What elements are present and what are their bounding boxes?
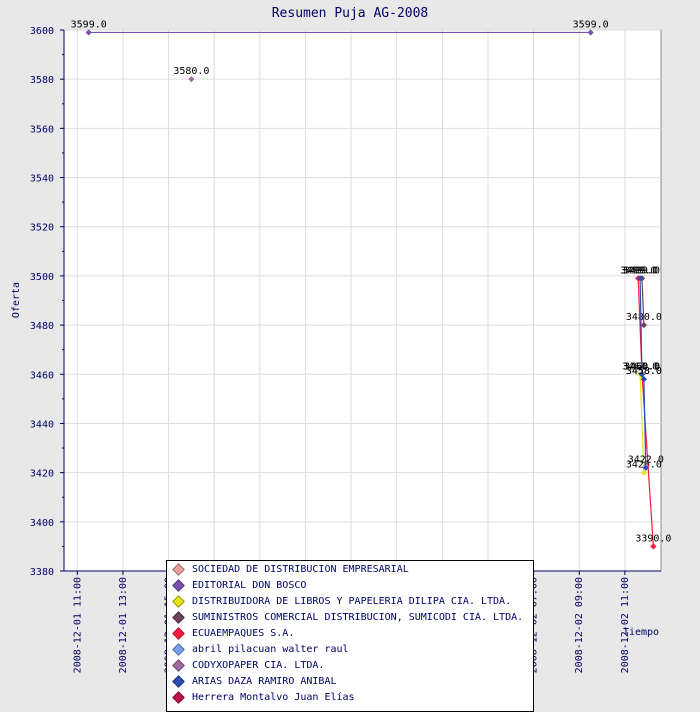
legend-item: DISTRIBUIDORA DE LIBROS Y PAPELERIA DILI… [167,593,533,609]
y-axis-label: Oferta [11,282,22,318]
legend-marker-icon [173,564,183,574]
legend-label: ARIAS DAZA RAMIRO ANIBAL [192,675,337,687]
y-tick-label: 3540 [30,174,54,185]
y-tick-label: 3460 [30,370,54,381]
legend-marker-icon [173,644,183,654]
legend-marker-icon [173,660,183,670]
x-tick-label: 2008-12-01 11:00 [72,577,83,673]
legend-marker-icon [173,596,183,606]
data-point [640,469,647,476]
legend-item: EDITORIAL DON BOSCO [167,577,533,593]
data-label: 3460.0 [624,361,660,372]
y-tick-label: 3380 [30,567,54,578]
data-label: 3499.0 [622,265,658,276]
data-label: 3499.0 [620,265,656,276]
legend-marker-icon [173,628,183,638]
data-point [188,76,195,83]
y-tick-label: 3400 [30,518,54,529]
data-label: 3580.0 [173,66,209,77]
legend-label: Herrera Montalvo Juan Elías [192,691,355,703]
y-tick-label: 3520 [30,223,54,234]
data-label: 3599.0 [573,19,609,30]
y-tick-label: 3420 [30,469,54,480]
legend-label: SUMINISTROS COMERCIAL DISTRIBUCION, SUMI… [192,611,524,623]
legend-marker-icon [173,612,183,622]
legend-marker-icon [173,580,183,590]
series: 3580.0 [173,66,209,83]
x-axis-label: Tiempo [623,627,659,638]
legend-item: SOCIEDAD DE DISTRIBUCION EMPRESARIAL [167,561,533,577]
x-tick-label: 2008-12-01 13:00 [118,577,129,673]
series-line [641,278,645,326]
legend-label: DISTRIBUIDORA DE LIBROS Y PAPELERIA DILI… [192,595,512,607]
data-label: 3422.0 [628,455,664,466]
data-label: 3599.0 [71,19,107,30]
legend-item: abril pilacuan walter raul [167,641,533,657]
data-label: 3420.0 [626,460,662,471]
y-tick-label: 3500 [30,272,54,283]
legend: SOCIEDAD DE DISTRIBUCION EMPRESARIAL EDIT… [166,560,534,712]
series-layer: 3599.0 3599.0 3460.0 3420.0 3499.0 3480.03499… [71,19,671,550]
legend-marker-icon [173,692,183,702]
x-tick-label: 2008-12-02 07:00 [529,577,540,673]
legend-item: CODYXOPAPER CIA. LTDA. [167,657,533,673]
x-tick-label: 2008-12-02 09:00 [574,577,585,673]
legend-label: EDITORIAL DON BOSCO [192,579,307,591]
legend-label: abril pilacuan walter raul [192,643,349,655]
x-tick-label: 2008-12-02 11:00 [620,577,631,673]
legend-label: CODYXOPAPER CIA. LTDA. [192,659,325,671]
legend-item: SUMINISTROS COMERCIAL DISTRIBUCION, SUMI… [167,609,533,625]
plot-area [63,29,662,572]
y-tick-label: 3600 [30,26,54,37]
legend-label: ECUAEMPAQUES S.A. [192,627,295,639]
data-label: 3458.0 [626,366,662,377]
y-tick-label: 3580 [30,75,54,86]
legend-item: ARIAS DAZA RAMIRO ANIBAL [167,673,533,689]
data-label: 3460.0 [622,361,658,372]
data-point [650,543,657,550]
data-label: 3480.0 [626,312,662,323]
series-line [639,278,647,468]
y-tick-label: 3440 [30,419,54,430]
chart-title: Resumen Puja AG-2008 [272,6,429,21]
y-tick-label: 3560 [30,124,54,135]
legend-item: ECUAEMPAQUES S.A. [167,625,533,641]
data-label: 3390.0 [635,533,671,544]
series-line [639,374,645,473]
y-tick-label: 3480 [30,321,54,332]
data-point [642,464,649,471]
data-label: 3458.0 [626,366,662,377]
data-label: 3499.0 [624,265,660,276]
legend-marker-icon [173,676,183,686]
grid [64,29,661,572]
legend-label: SOCIEDAD DE DISTRIBUCION EMPRESARIAL [192,563,409,575]
legend-item: Herrera Montalvo Juan Elías [167,689,533,705]
